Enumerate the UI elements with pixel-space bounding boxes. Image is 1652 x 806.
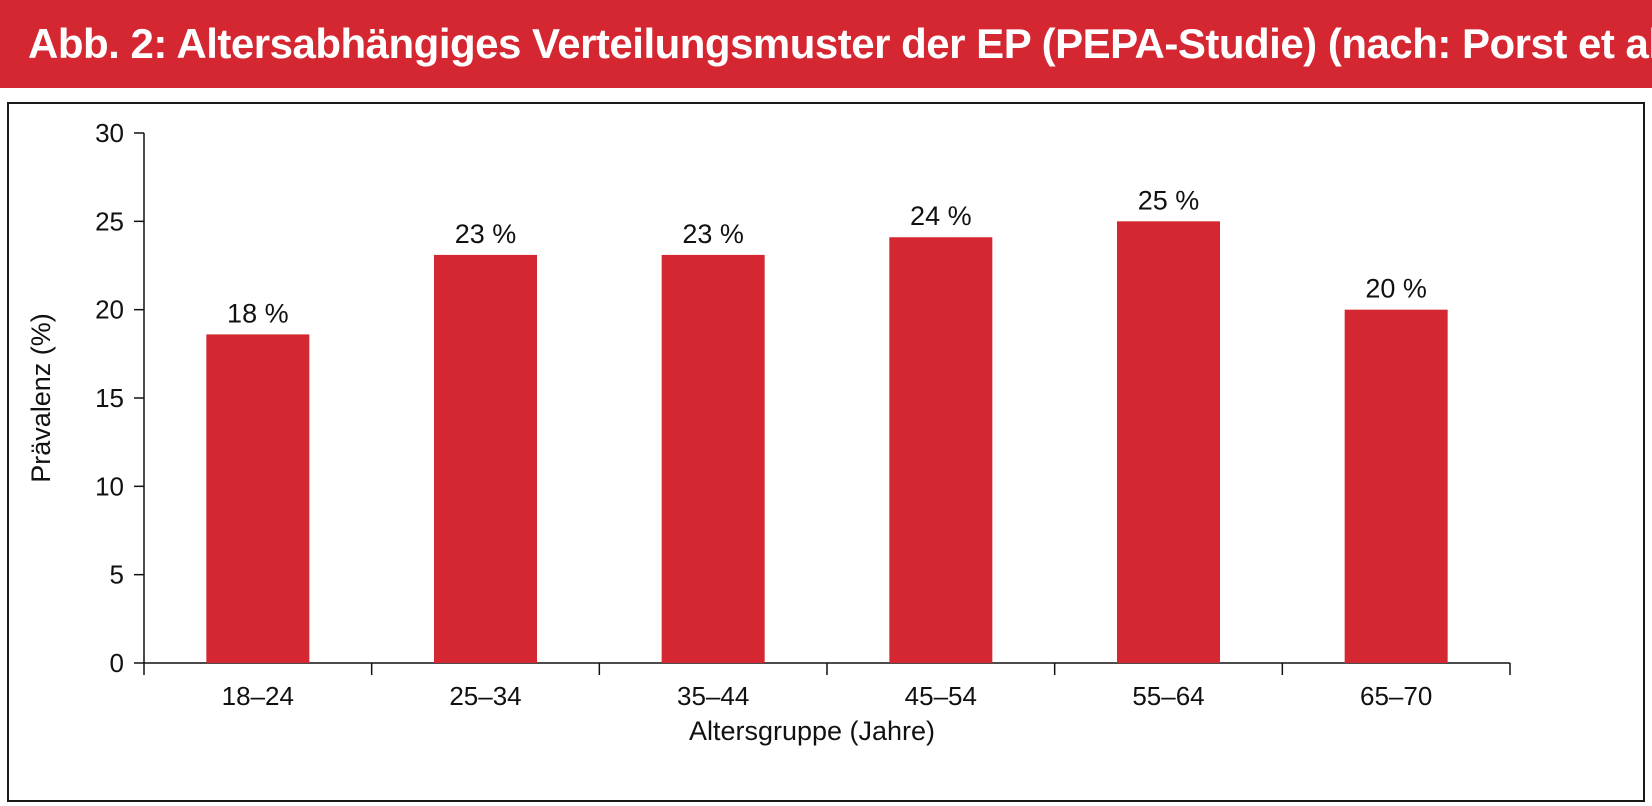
chart-axes: 0 5 10 15 20 25 30 [95, 118, 1511, 678]
y-tick-label: 0 [110, 648, 124, 678]
x-tick-label: 25–34 [449, 681, 521, 711]
bar [206, 334, 310, 663]
bar-value-label: 18 % [227, 298, 289, 328]
y-tick-label: 25 [95, 206, 124, 236]
y-tick-label: 20 [95, 295, 124, 325]
bar-value-label: 23 % [455, 219, 517, 249]
figure-title: Abb. 2: Altersabhängiges Verteilungsmust… [28, 20, 1652, 67]
y-tick-label: 5 [110, 560, 124, 590]
bar [1344, 309, 1448, 663]
y-tick-label: 15 [95, 383, 124, 413]
bar [889, 237, 993, 663]
y-tick-label: 10 [95, 471, 124, 501]
bar-value-label: 20 % [1365, 274, 1427, 304]
bar [1117, 221, 1220, 664]
x-tick-label: 45–54 [905, 681, 977, 711]
y-tick-label: 30 [95, 118, 124, 148]
bar-value-label: 25 % [1138, 185, 1200, 215]
bar-value-label: 23 % [682, 219, 744, 249]
chart-labels: 18 % 18–24 23 % 25–34 23 % 35–44 24 % 45–54 25 %… [222, 185, 1433, 711]
figure-title-bar: Abb. 2: Altersabhängiges Verteilungsmust… [0, 0, 1652, 88]
y-axis-title: Prävalenz (%) [26, 313, 56, 483]
x-tick-label: 18–24 [222, 681, 294, 711]
bar-value-label: 24 % [910, 201, 972, 231]
bar [434, 254, 537, 663]
x-axis-title: Altersgruppe (Jahre) [689, 716, 935, 746]
chart-bars [206, 221, 1448, 664]
bar [661, 254, 765, 663]
x-tick-label: 55–64 [1132, 681, 1204, 711]
x-tick-label: 35–44 [677, 681, 749, 711]
x-tick-label: 65–70 [1360, 681, 1432, 711]
